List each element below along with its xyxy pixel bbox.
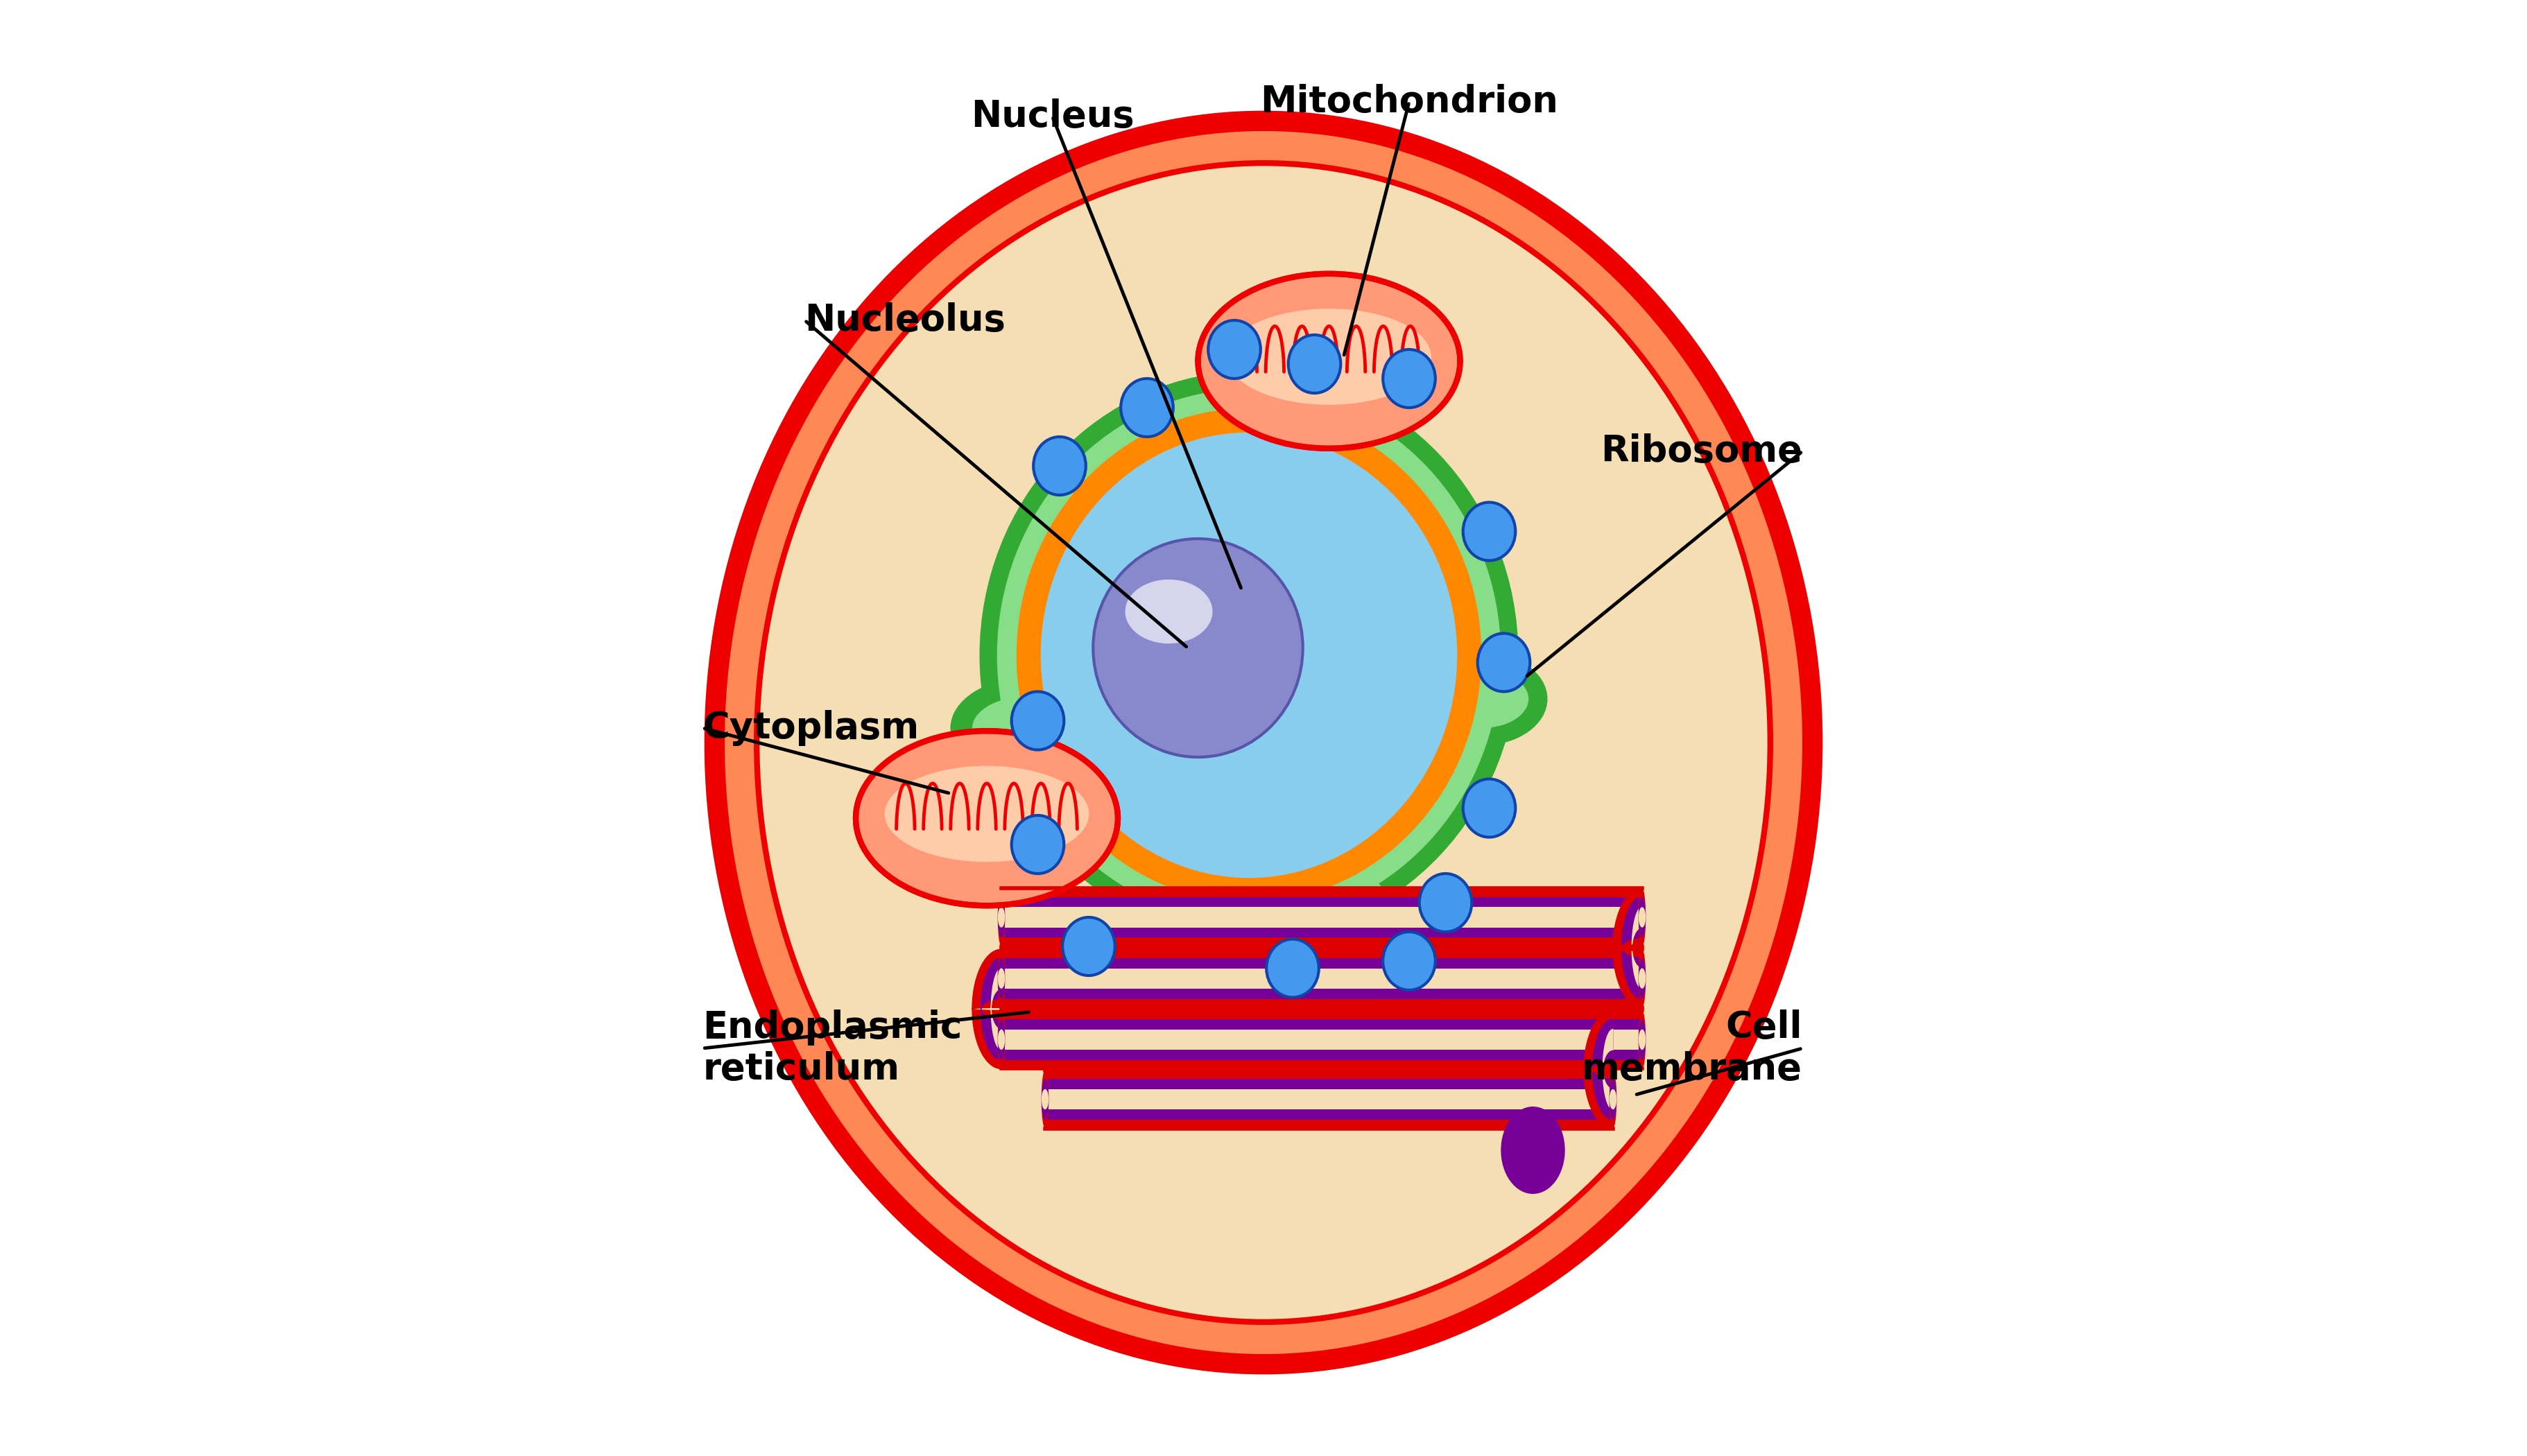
Ellipse shape bbox=[1041, 1079, 1049, 1120]
Ellipse shape bbox=[1011, 692, 1064, 750]
Polygon shape bbox=[991, 968, 1001, 1050]
Ellipse shape bbox=[1122, 379, 1173, 437]
Ellipse shape bbox=[1125, 579, 1213, 644]
Text: Cell
membrane: Cell membrane bbox=[1582, 1009, 1802, 1088]
Bar bbox=[1001, 1019, 1643, 1060]
Ellipse shape bbox=[1463, 502, 1516, 561]
Ellipse shape bbox=[998, 897, 1006, 938]
Ellipse shape bbox=[1041, 1089, 1049, 1109]
Ellipse shape bbox=[884, 766, 1089, 862]
Polygon shape bbox=[1584, 1010, 1612, 1128]
Ellipse shape bbox=[998, 949, 1006, 1008]
Ellipse shape bbox=[1637, 897, 1645, 938]
Ellipse shape bbox=[1094, 539, 1304, 757]
Ellipse shape bbox=[1637, 949, 1645, 1008]
Ellipse shape bbox=[1175, 837, 1410, 968]
Ellipse shape bbox=[998, 888, 1006, 946]
Bar bbox=[1001, 897, 1643, 938]
Ellipse shape bbox=[1637, 1019, 1645, 1060]
Ellipse shape bbox=[1041, 1070, 1049, 1128]
Text: Mitochondrion: Mitochondrion bbox=[1261, 84, 1559, 119]
Polygon shape bbox=[1622, 897, 1643, 999]
Ellipse shape bbox=[1637, 1010, 1645, 1069]
Ellipse shape bbox=[998, 1019, 1006, 1060]
Ellipse shape bbox=[1610, 1070, 1617, 1128]
Text: Nucleus: Nucleus bbox=[970, 99, 1135, 134]
Ellipse shape bbox=[1420, 874, 1471, 932]
Ellipse shape bbox=[973, 696, 1089, 760]
Ellipse shape bbox=[1637, 958, 1645, 999]
Polygon shape bbox=[1602, 1029, 1612, 1109]
Ellipse shape bbox=[1637, 968, 1645, 989]
Ellipse shape bbox=[998, 1029, 1006, 1050]
Ellipse shape bbox=[1226, 309, 1430, 405]
Text: Nucleolus: Nucleolus bbox=[804, 303, 1006, 338]
Polygon shape bbox=[980, 958, 1001, 1060]
Bar bbox=[1001, 958, 1643, 999]
Bar bbox=[1001, 907, 1643, 927]
Bar bbox=[1046, 1089, 1612, 1109]
Bar bbox=[1001, 968, 1643, 989]
Text: Cytoplasm: Cytoplasm bbox=[703, 711, 920, 745]
Ellipse shape bbox=[1501, 1107, 1564, 1194]
Ellipse shape bbox=[1198, 274, 1461, 448]
Ellipse shape bbox=[998, 907, 1006, 927]
Ellipse shape bbox=[998, 968, 1006, 989]
Polygon shape bbox=[1592, 1019, 1612, 1120]
Bar bbox=[1001, 949, 1643, 1008]
Bar bbox=[1046, 1070, 1612, 1128]
Ellipse shape bbox=[1198, 856, 1387, 949]
Text: Ribosome: Ribosome bbox=[1600, 434, 1802, 469]
Ellipse shape bbox=[1637, 907, 1645, 927]
Bar bbox=[1001, 1010, 1643, 1069]
Ellipse shape bbox=[1208, 320, 1261, 379]
Ellipse shape bbox=[950, 677, 1109, 779]
Ellipse shape bbox=[980, 371, 1519, 939]
Ellipse shape bbox=[857, 731, 1117, 906]
Ellipse shape bbox=[1637, 1029, 1645, 1050]
Ellipse shape bbox=[1041, 432, 1458, 878]
Polygon shape bbox=[1632, 907, 1643, 989]
Ellipse shape bbox=[1289, 335, 1342, 393]
Ellipse shape bbox=[1435, 670, 1529, 728]
Ellipse shape bbox=[1011, 815, 1064, 874]
Ellipse shape bbox=[1610, 1089, 1617, 1109]
Ellipse shape bbox=[1610, 1079, 1617, 1120]
Ellipse shape bbox=[725, 131, 1802, 1354]
Ellipse shape bbox=[998, 389, 1501, 922]
Ellipse shape bbox=[1382, 932, 1435, 990]
Ellipse shape bbox=[1463, 779, 1516, 837]
Ellipse shape bbox=[710, 116, 1817, 1369]
Ellipse shape bbox=[998, 958, 1006, 999]
Ellipse shape bbox=[1061, 917, 1114, 976]
Bar bbox=[1001, 888, 1643, 946]
Ellipse shape bbox=[1637, 888, 1645, 946]
Ellipse shape bbox=[1266, 939, 1319, 997]
Ellipse shape bbox=[1021, 412, 1478, 898]
Ellipse shape bbox=[998, 1010, 1006, 1069]
Ellipse shape bbox=[1478, 633, 1529, 692]
Ellipse shape bbox=[756, 163, 1771, 1322]
Ellipse shape bbox=[1382, 349, 1435, 408]
Bar bbox=[1001, 1029, 1643, 1050]
Bar bbox=[1046, 1079, 1612, 1120]
Polygon shape bbox=[973, 949, 1001, 1069]
Ellipse shape bbox=[1418, 652, 1547, 745]
Polygon shape bbox=[1612, 888, 1643, 1008]
Text: Endoplasmic
reticulum: Endoplasmic reticulum bbox=[703, 1009, 963, 1088]
Ellipse shape bbox=[1034, 437, 1087, 495]
